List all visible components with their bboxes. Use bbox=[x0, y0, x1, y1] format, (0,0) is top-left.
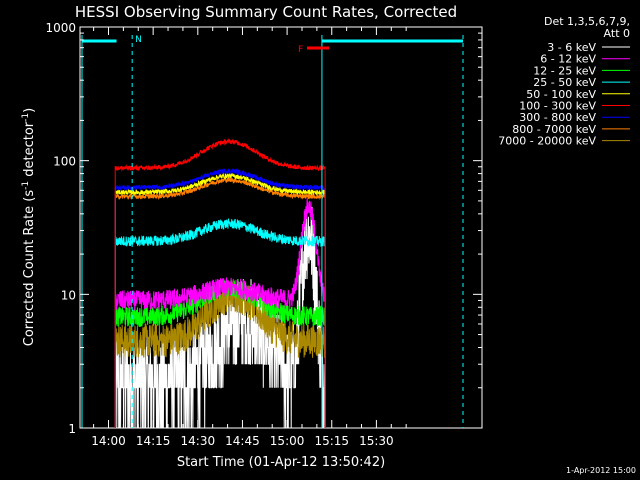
flare-label: F bbox=[298, 45, 303, 55]
legend-header-line-1: Det 1,3,5,6,7,9, bbox=[544, 15, 630, 28]
series-line-3-6-kev bbox=[114, 206, 326, 429]
x-axis-label: Start Time (01-Apr-12 13:50:42) bbox=[177, 455, 385, 470]
y-axis-label-sup2: -1 bbox=[21, 113, 31, 122]
legend-label: 6 - 12 keV bbox=[540, 53, 596, 66]
x-tick-label: 14:30 bbox=[181, 434, 216, 448]
x-tick-label: 15:30 bbox=[359, 434, 394, 448]
data-layer: NF bbox=[81, 35, 464, 429]
x-tick-label: 15:00 bbox=[270, 434, 305, 448]
chart-title: HESSI Observing Summary Count Rates, Cor… bbox=[75, 3, 457, 21]
y-axis-label-sup1: -1 bbox=[21, 181, 31, 190]
x-tick-label: 14:00 bbox=[91, 434, 126, 448]
series-line-25-50-kev bbox=[114, 218, 326, 428]
date-stamp: 1-Apr-2012 15:00 bbox=[566, 466, 636, 475]
y-axis-label: Corrected Count Rate (s-1 detector-1) bbox=[21, 108, 37, 346]
ticks-layer: 14:00 14:15 14:30 14:45 15:00 15:15 15:30 1 10 10… bbox=[45, 21, 482, 448]
series-line-300-800-kev bbox=[114, 167, 326, 428]
series-line-100-300-kev bbox=[114, 137, 326, 428]
y-tick-label: 100 bbox=[53, 155, 76, 169]
legend-label: 300 - 800 keV bbox=[519, 111, 596, 124]
y-tick-label: 1 bbox=[68, 422, 76, 436]
y-tick-label: 1000 bbox=[45, 21, 76, 35]
legend-label: 7000 - 20000 keV bbox=[498, 135, 596, 148]
y-axis-label-end: ) bbox=[22, 108, 37, 113]
x-tick-label: 14:45 bbox=[225, 434, 260, 448]
plot-frame bbox=[79, 26, 483, 429]
series-line-7000-20000-kev bbox=[114, 280, 326, 428]
legend-label: 800 - 7000 keV bbox=[512, 123, 596, 136]
x-tick-label: 15:15 bbox=[314, 434, 349, 448]
series-line-800-7000-kev bbox=[114, 176, 326, 428]
x-tick-label: 14:15 bbox=[136, 434, 171, 448]
legend-label: 50 - 100 keV bbox=[526, 88, 596, 101]
legend-label: 25 - 50 keV bbox=[533, 76, 596, 89]
y-tick-label: 10 bbox=[61, 288, 76, 302]
legend-label: 12 - 25 keV bbox=[533, 64, 596, 77]
night-label: N bbox=[135, 35, 142, 45]
legend-label: 3 - 6 keV bbox=[547, 41, 596, 54]
series-line-6-12-kev bbox=[114, 197, 326, 428]
legend-label: 100 - 300 keV bbox=[519, 100, 596, 113]
y-axis-label-mid: detector bbox=[22, 121, 37, 181]
series-line-50-100-kev bbox=[114, 172, 326, 428]
y-axis-label-main: Corrected Count Rate (s bbox=[22, 190, 37, 347]
legend-header-line-2: Att 0 bbox=[604, 27, 630, 40]
